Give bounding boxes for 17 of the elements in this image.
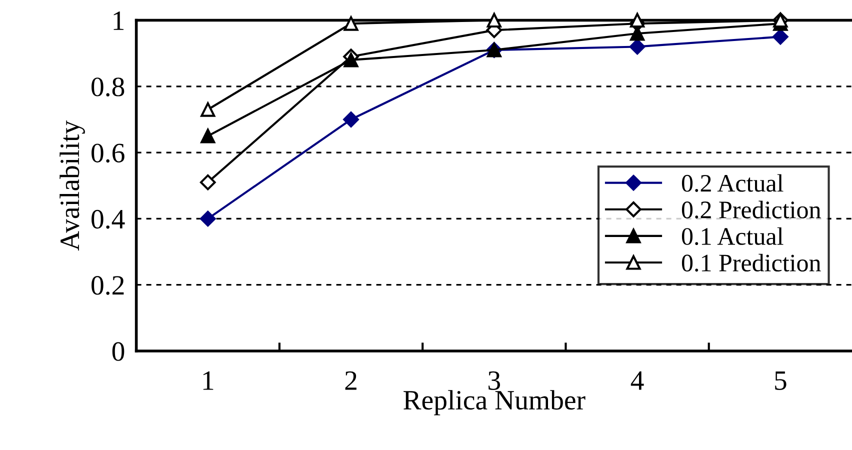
x-tick-label: 2 [345, 371, 356, 390]
y-tick-label: 0.4 [92, 210, 125, 229]
legend-label: 0.2 Actual [682, 174, 784, 192]
y-tick-label: 0 [112, 342, 124, 361]
x-tick-label: 4 [630, 371, 644, 390]
y-tick-label: 0.8 [92, 78, 124, 96]
legend-label: 0.1 Prediction [682, 254, 821, 272]
x-axis-title: Replica Number [404, 390, 586, 416]
y-tick-label: 1 [114, 12, 124, 30]
x-tick-label: 5 [775, 372, 786, 390]
y-axis-title: Availability [60, 120, 85, 251]
legend-label: 0.1 Actual [682, 227, 784, 246]
x-tick-label: 1 [203, 371, 214, 390]
legend-label: 0.2 Prediction [682, 200, 821, 218]
y-tick-label: 0.2 [92, 276, 124, 295]
x-tick-label: 3 [488, 371, 500, 390]
y-tick-label: 0.6 [92, 144, 124, 163]
